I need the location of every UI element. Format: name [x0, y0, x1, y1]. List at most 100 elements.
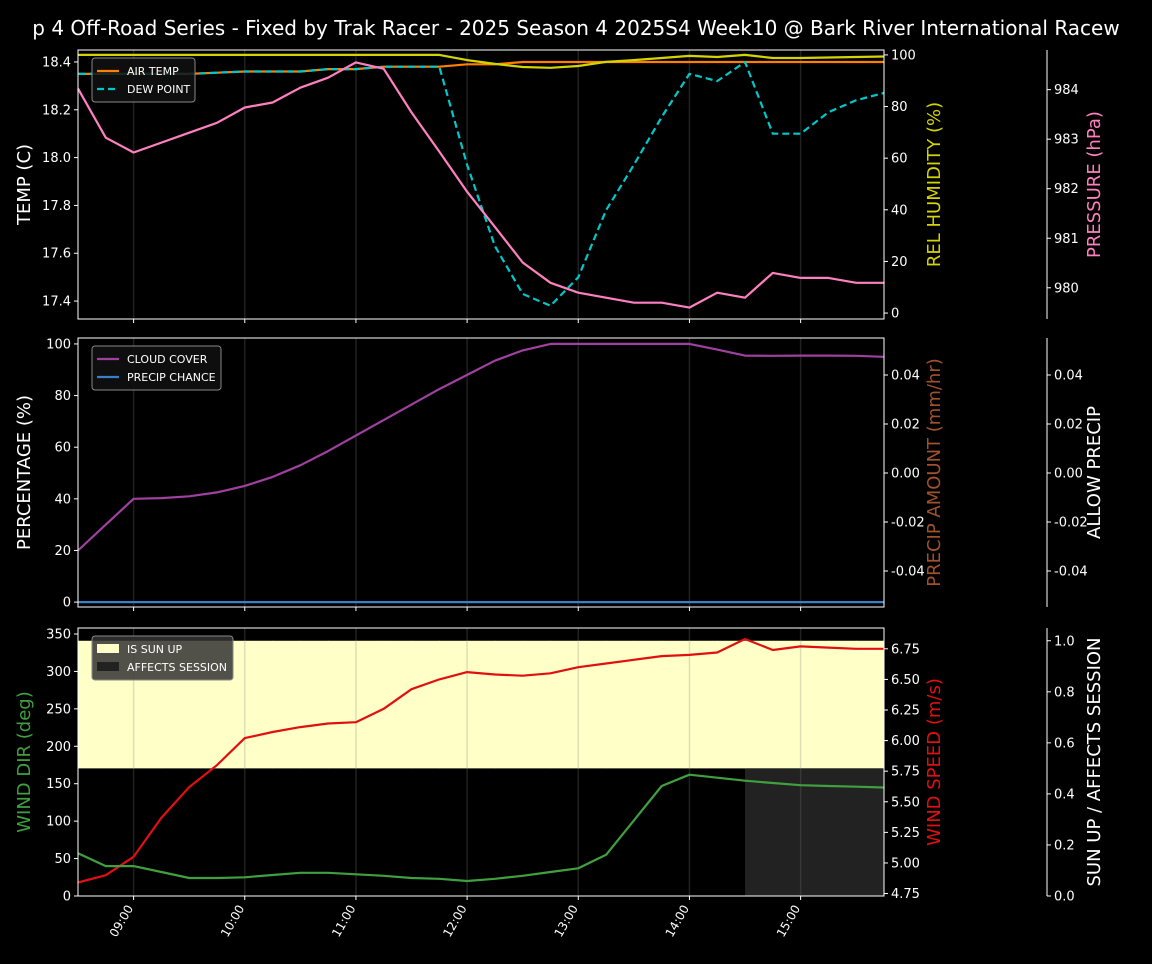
band-is-sun-up: [355, 640, 385, 769]
axis-label: PRECIP AMOUNT (mm/hr): [924, 358, 945, 587]
band-is-sun-up: [328, 640, 357, 769]
y-tick-label: 150: [46, 777, 71, 792]
axis-label: PRESSURE (hPa): [1084, 111, 1105, 258]
series-line-dew-point: [78, 60, 885, 307]
y-tick-label: 17.6: [42, 247, 71, 262]
band-affects-session: [772, 768, 802, 896]
plot-frame: [77, 49, 885, 320]
y-tick-label: 984: [1054, 83, 1079, 98]
legend-box: [91, 635, 234, 681]
y-tick-label: 0.02: [1054, 417, 1083, 432]
y-tick-label: 6.00: [891, 734, 920, 749]
y-tick-label: 20: [54, 544, 71, 559]
series-line-cloud-cover: [77, 342, 885, 552]
y-tick-label: 18.4: [42, 55, 71, 70]
y-tick-label: 300: [46, 665, 71, 680]
band-is-sun-up: [244, 640, 274, 769]
y-tick-label: 0: [63, 596, 71, 611]
band-is-sun-up: [522, 640, 551, 769]
x-tick-label: 14:00: [663, 903, 692, 940]
band-is-sun-up: [550, 640, 579, 769]
y-tick-label: -0.02: [1054, 515, 1088, 530]
axis-label: REL HUMIDITY (%): [924, 102, 945, 267]
band-is-sun-up: [439, 640, 468, 769]
y-tick-label: 5.25: [891, 826, 920, 841]
band-is-sun-up: [745, 640, 774, 769]
y-tick-label: 0.6: [1054, 736, 1075, 751]
series-line-axis0: [77, 773, 885, 883]
legend-box: [91, 57, 196, 103]
y-tick-label: 250: [46, 702, 71, 717]
y-tick-label: 100: [46, 815, 71, 830]
y-tick-label: 18.0: [42, 151, 71, 166]
band-is-sun-up: [717, 640, 746, 769]
y-tick-label: 350: [46, 627, 71, 642]
legend-label: AIR TEMP: [127, 65, 179, 78]
legend-label: DEW POINT: [127, 83, 191, 96]
y-tick-label: 981: [1054, 232, 1079, 247]
y-tick-label: 40: [891, 203, 908, 218]
y-tick-label: 0: [891, 307, 899, 322]
band-is-sun-up: [411, 640, 440, 769]
band-is-sun-up: [689, 640, 718, 769]
band-is-sun-up: [272, 640, 301, 769]
y-tick-label: 983: [1054, 133, 1079, 148]
y-tick-label: -0.02: [891, 515, 925, 530]
band-is-sun-up: [578, 640, 607, 769]
y-tick-label: 17.4: [42, 295, 71, 310]
x-tick-label: 12:00: [440, 903, 469, 940]
band-is-sun-up: [300, 640, 329, 769]
x-tick-label: 15:00: [774, 903, 803, 940]
legend-label: PRECIP CHANCE: [127, 371, 216, 384]
y-tick-label: 6.25: [891, 703, 920, 718]
band-affects-session: [828, 768, 857, 896]
y-tick-label: 0.2: [1054, 838, 1075, 853]
band-is-sun-up: [856, 640, 885, 769]
band-is-sun-up: [661, 640, 690, 769]
y-tick-label: 0.00: [891, 466, 920, 481]
y-tick-label: 1.0: [1054, 634, 1075, 649]
axis-label: TEMP (C): [14, 144, 35, 226]
y-tick-label: 0.4: [1054, 787, 1075, 802]
x-tick-label: 11:00: [329, 903, 358, 940]
band-affects-session: [745, 768, 774, 896]
y-tick-label: 980: [1054, 281, 1079, 296]
axis-label: WIND DIR (deg): [14, 691, 35, 833]
plot-frame: [77, 627, 885, 897]
plot-area: [78, 50, 884, 319]
y-tick-label: 0.00: [1054, 466, 1083, 481]
legend-swatch: [97, 644, 119, 653]
axis-label: PERCENTAGE (%): [14, 395, 35, 550]
band-is-sun-up: [828, 640, 857, 769]
band-is-sun-up: [494, 640, 524, 769]
y-tick-label: 200: [46, 740, 71, 755]
y-tick-label: 80: [54, 389, 71, 404]
legend-box: [91, 345, 222, 391]
y-tick-label: 60: [891, 152, 908, 167]
y-tick-label: 80: [891, 100, 908, 115]
y-tick-label: 0.02: [891, 417, 920, 432]
band-is-sun-up: [772, 640, 802, 769]
y-tick-label: 18.2: [42, 103, 71, 118]
y-tick-label: 60: [54, 441, 71, 456]
x-tick-label: 09:00: [107, 903, 136, 940]
y-tick-label: 100: [891, 48, 916, 63]
y-tick-label: 0: [63, 890, 71, 905]
y-tick-label: 17.8: [42, 199, 71, 214]
legend-label: CLOUD COVER: [127, 353, 208, 366]
legend-swatch: [97, 662, 119, 671]
y-tick-label: 6.50: [891, 673, 920, 688]
axis-label: SUN UP / AFFECTS SESSION: [1084, 637, 1105, 886]
y-tick-label: 5.00: [891, 856, 920, 871]
legend-label: AFFECTS SESSION: [127, 661, 227, 674]
y-tick-label: 0.8: [1054, 685, 1075, 700]
band-is-sun-up: [800, 640, 829, 769]
legend-label: IS SUN UP: [127, 643, 183, 656]
series-line-axis1: [77, 637, 884, 884]
x-tick-label: 13:00: [551, 903, 580, 940]
y-tick-label: 0.04: [891, 368, 920, 383]
y-tick-label: 40: [54, 492, 71, 507]
y-tick-label: 100: [46, 337, 71, 352]
y-tick-label: -0.04: [891, 564, 925, 579]
y-tick-label: 5.75: [891, 765, 920, 780]
